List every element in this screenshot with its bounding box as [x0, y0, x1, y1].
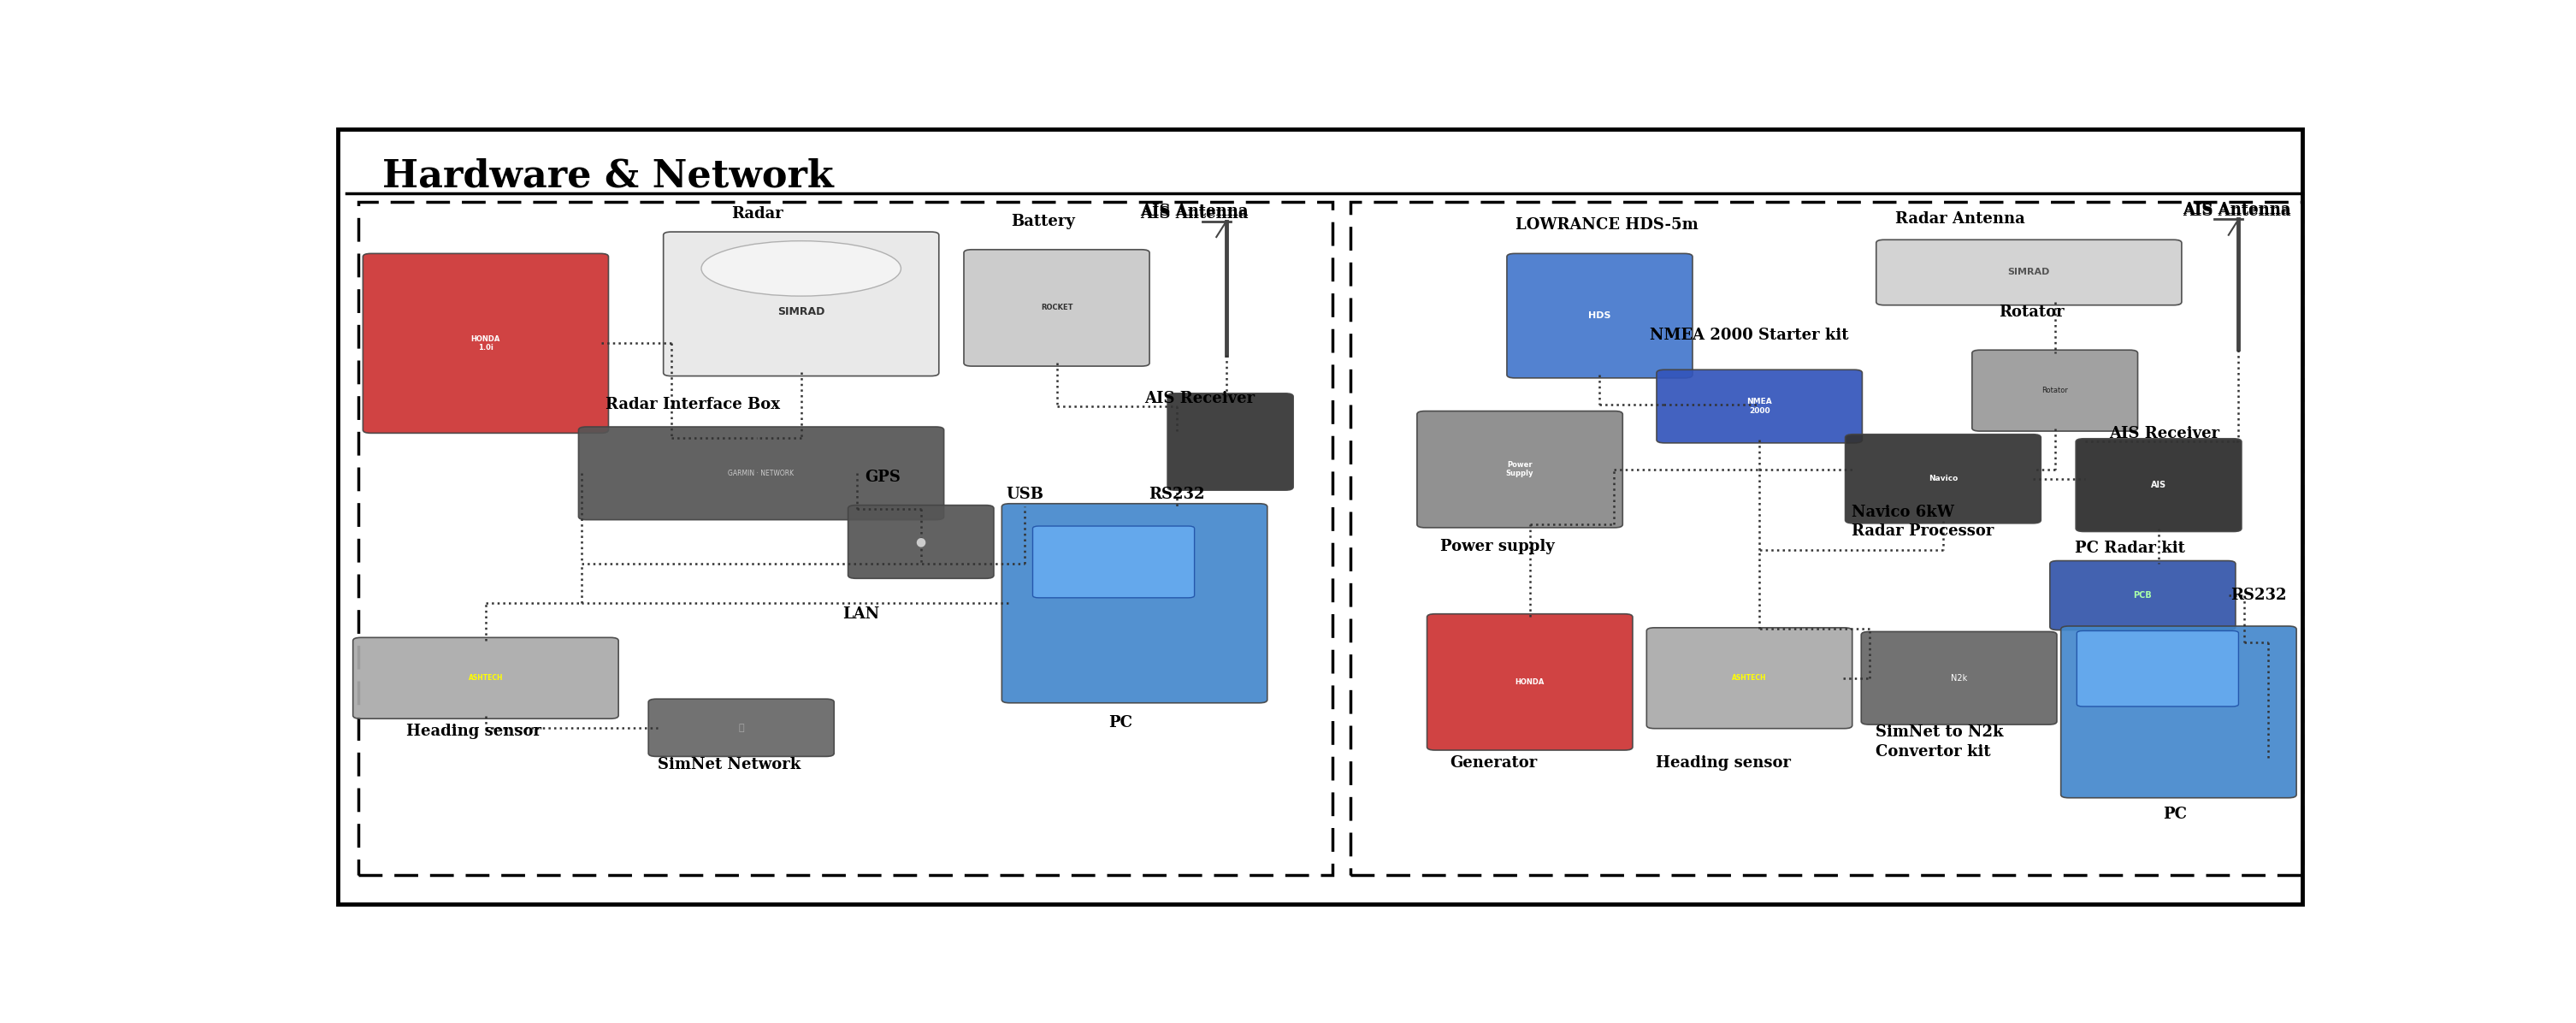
- FancyBboxPatch shape: [580, 427, 943, 520]
- Text: ASHTECH: ASHTECH: [469, 674, 502, 682]
- Text: ⬛: ⬛: [739, 723, 744, 732]
- Text: Navico: Navico: [1929, 475, 1958, 483]
- FancyBboxPatch shape: [1427, 614, 1633, 750]
- FancyBboxPatch shape: [1167, 393, 1293, 490]
- FancyBboxPatch shape: [1002, 503, 1267, 703]
- FancyBboxPatch shape: [1862, 631, 2056, 724]
- FancyBboxPatch shape: [649, 699, 835, 756]
- Text: SimNet Network: SimNet Network: [657, 757, 801, 772]
- Text: SimNet to N2k
Convertor kit: SimNet to N2k Convertor kit: [1875, 725, 2004, 759]
- Text: GPS: GPS: [866, 470, 902, 485]
- FancyBboxPatch shape: [1417, 411, 1623, 528]
- Text: AIS: AIS: [2151, 481, 2166, 489]
- Text: Power
Supply: Power Supply: [1507, 461, 1533, 478]
- FancyBboxPatch shape: [848, 505, 994, 578]
- FancyBboxPatch shape: [1507, 254, 1692, 377]
- FancyBboxPatch shape: [363, 254, 608, 433]
- Ellipse shape: [701, 240, 902, 296]
- Text: Rotator: Rotator: [1999, 304, 2063, 319]
- Text: Navico 6kW
Radar Processor: Navico 6kW Radar Processor: [1852, 504, 1994, 539]
- Text: GARMIN · NETWORK: GARMIN · NETWORK: [729, 470, 793, 477]
- Text: PCB: PCB: [2133, 591, 2151, 599]
- Text: ●: ●: [914, 536, 927, 547]
- Text: N2k: N2k: [1950, 674, 1968, 682]
- FancyBboxPatch shape: [963, 250, 1149, 366]
- Text: RS232: RS232: [2231, 588, 2287, 604]
- Text: Generator: Generator: [1450, 755, 1538, 770]
- Text: Radar Antenna: Radar Antenna: [1896, 212, 2025, 227]
- Text: RS232: RS232: [1149, 487, 1206, 502]
- Text: AIS Receiver: AIS Receiver: [1144, 391, 1255, 406]
- FancyBboxPatch shape: [1973, 350, 2138, 431]
- Text: AIS Antenna: AIS Antenna: [1141, 206, 1249, 221]
- Text: PC: PC: [2164, 807, 2187, 822]
- FancyBboxPatch shape: [2061, 626, 2295, 798]
- Text: ROCKET: ROCKET: [1041, 304, 1072, 312]
- Text: LOWRANCE HDS-5m: LOWRANCE HDS-5m: [1515, 218, 1698, 233]
- Text: NMEA
2000: NMEA 2000: [1747, 398, 1772, 414]
- FancyBboxPatch shape: [1646, 628, 1852, 728]
- Text: USB: USB: [1005, 487, 1043, 502]
- Text: AIS Antenna: AIS Antenna: [2182, 202, 2290, 217]
- Text: LAN: LAN: [842, 607, 878, 622]
- FancyBboxPatch shape: [2076, 439, 2241, 532]
- Text: HONDA: HONDA: [1515, 678, 1546, 685]
- Text: AIS Antenna: AIS Antenna: [1141, 204, 1249, 219]
- Text: Radar Interface Box: Radar Interface Box: [605, 397, 781, 412]
- Text: PC: PC: [1108, 715, 1133, 730]
- Text: AIS Receiver: AIS Receiver: [2110, 427, 2218, 442]
- Text: Power supply: Power supply: [1440, 539, 1553, 554]
- FancyBboxPatch shape: [1844, 435, 2040, 524]
- FancyBboxPatch shape: [2076, 631, 2239, 707]
- Text: Battery: Battery: [1010, 214, 1074, 229]
- Text: ASHTECH: ASHTECH: [1731, 674, 1767, 682]
- Text: HONDA
1.0i: HONDA 1.0i: [471, 335, 500, 352]
- FancyBboxPatch shape: [1656, 369, 1862, 443]
- FancyBboxPatch shape: [353, 637, 618, 719]
- Text: AIS Antenna: AIS Antenna: [2182, 204, 2290, 219]
- FancyBboxPatch shape: [1033, 526, 1195, 597]
- Text: Heading sensor: Heading sensor: [407, 723, 541, 739]
- Text: PC Radar kit: PC Radar kit: [2074, 540, 2184, 557]
- Text: SIMRAD: SIMRAD: [778, 306, 824, 317]
- FancyBboxPatch shape: [665, 232, 938, 376]
- Text: Radar: Radar: [732, 206, 783, 221]
- FancyBboxPatch shape: [2050, 561, 2236, 630]
- FancyBboxPatch shape: [1875, 239, 2182, 305]
- Text: Heading sensor: Heading sensor: [1656, 755, 1790, 770]
- Text: NMEA 2000 Starter kit: NMEA 2000 Starter kit: [1649, 328, 1850, 344]
- Text: Rotator: Rotator: [2043, 387, 2069, 395]
- Text: Hardware & Network: Hardware & Network: [381, 159, 832, 195]
- Text: SIMRAD: SIMRAD: [2007, 268, 2050, 276]
- Text: HDS: HDS: [1589, 311, 1610, 320]
